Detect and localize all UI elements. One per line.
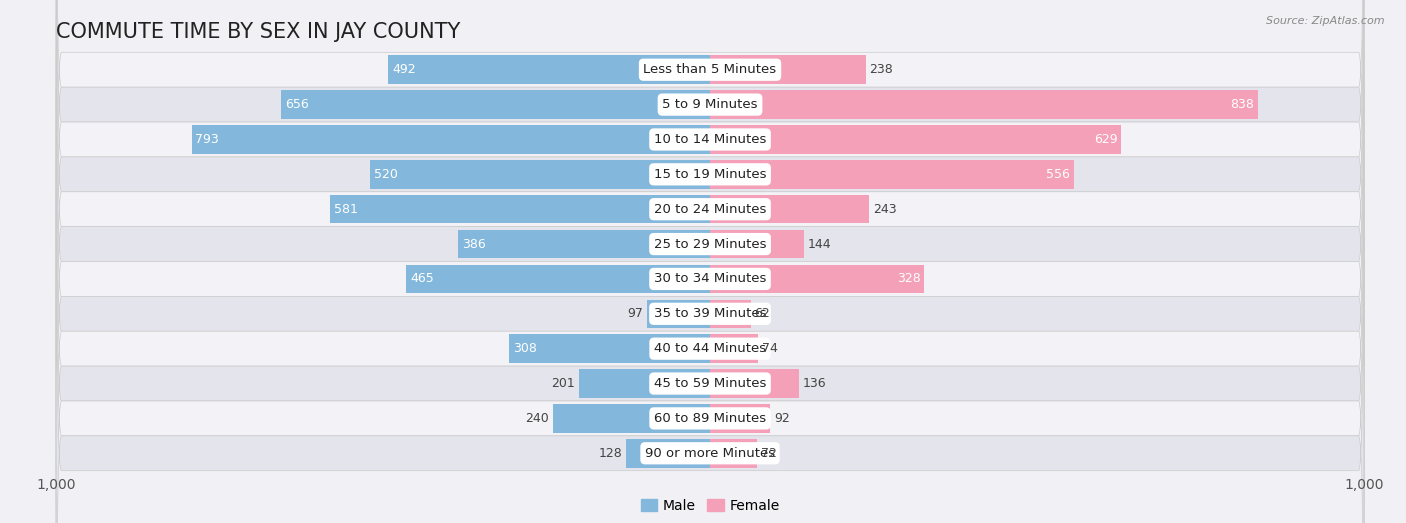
Text: 128: 128 bbox=[599, 447, 623, 460]
Text: 520: 520 bbox=[374, 168, 398, 181]
Bar bbox=[710, 90, 1258, 119]
Bar bbox=[370, 160, 710, 189]
Text: 838: 838 bbox=[1230, 98, 1254, 111]
Bar bbox=[406, 265, 710, 293]
Text: 5 to 9 Minutes: 5 to 9 Minutes bbox=[662, 98, 758, 111]
Text: 40 to 44 Minutes: 40 to 44 Minutes bbox=[654, 342, 766, 355]
Text: 243: 243 bbox=[873, 203, 897, 215]
Text: 90 or more Minutes: 90 or more Minutes bbox=[645, 447, 775, 460]
Bar bbox=[647, 300, 710, 328]
Text: 629: 629 bbox=[1094, 133, 1118, 146]
Bar bbox=[710, 369, 799, 398]
Text: 15 to 19 Minutes: 15 to 19 Minutes bbox=[654, 168, 766, 181]
Text: 240: 240 bbox=[526, 412, 550, 425]
Text: 92: 92 bbox=[775, 412, 790, 425]
Text: 25 to 29 Minutes: 25 to 29 Minutes bbox=[654, 237, 766, 251]
Bar bbox=[579, 369, 710, 398]
Bar bbox=[330, 195, 710, 223]
FancyBboxPatch shape bbox=[56, 122, 1364, 523]
Text: 238: 238 bbox=[869, 63, 893, 76]
FancyBboxPatch shape bbox=[56, 0, 1364, 471]
FancyBboxPatch shape bbox=[56, 0, 1364, 436]
Text: 386: 386 bbox=[461, 237, 485, 251]
Bar bbox=[509, 334, 710, 363]
Text: 20 to 24 Minutes: 20 to 24 Minutes bbox=[654, 203, 766, 215]
Text: 97: 97 bbox=[627, 308, 643, 320]
Bar bbox=[710, 230, 804, 258]
Text: 492: 492 bbox=[392, 63, 416, 76]
FancyBboxPatch shape bbox=[56, 0, 1364, 506]
Text: 465: 465 bbox=[411, 272, 433, 286]
Text: 581: 581 bbox=[335, 203, 359, 215]
Text: 201: 201 bbox=[551, 377, 575, 390]
Text: COMMUTE TIME BY SEX IN JAY COUNTY: COMMUTE TIME BY SEX IN JAY COUNTY bbox=[56, 22, 461, 42]
Text: 556: 556 bbox=[1046, 168, 1070, 181]
Text: 10 to 14 Minutes: 10 to 14 Minutes bbox=[654, 133, 766, 146]
Bar bbox=[710, 334, 758, 363]
Bar bbox=[710, 265, 925, 293]
Text: 62: 62 bbox=[755, 308, 770, 320]
Bar bbox=[388, 55, 710, 84]
Text: 308: 308 bbox=[513, 342, 537, 355]
Text: 136: 136 bbox=[803, 377, 827, 390]
Legend: Male, Female: Male, Female bbox=[636, 493, 785, 518]
Bar bbox=[710, 125, 1121, 154]
Text: 328: 328 bbox=[897, 272, 921, 286]
Bar bbox=[553, 404, 710, 433]
Bar bbox=[710, 195, 869, 223]
FancyBboxPatch shape bbox=[56, 0, 1364, 401]
Bar bbox=[458, 230, 710, 258]
FancyBboxPatch shape bbox=[56, 0, 1364, 331]
Text: 45 to 59 Minutes: 45 to 59 Minutes bbox=[654, 377, 766, 390]
Bar bbox=[710, 404, 770, 433]
Text: Less than 5 Minutes: Less than 5 Minutes bbox=[644, 63, 776, 76]
Text: 60 to 89 Minutes: 60 to 89 Minutes bbox=[654, 412, 766, 425]
Text: 793: 793 bbox=[195, 133, 219, 146]
FancyBboxPatch shape bbox=[56, 52, 1364, 523]
Text: 72: 72 bbox=[761, 447, 778, 460]
Bar bbox=[710, 300, 751, 328]
Bar bbox=[191, 125, 710, 154]
Bar bbox=[710, 55, 866, 84]
Bar bbox=[281, 90, 710, 119]
Bar bbox=[626, 439, 710, 468]
FancyBboxPatch shape bbox=[56, 0, 1364, 366]
Text: 74: 74 bbox=[762, 342, 778, 355]
FancyBboxPatch shape bbox=[56, 87, 1364, 523]
Bar bbox=[710, 160, 1074, 189]
FancyBboxPatch shape bbox=[56, 192, 1364, 523]
FancyBboxPatch shape bbox=[56, 17, 1364, 523]
FancyBboxPatch shape bbox=[56, 157, 1364, 523]
Bar bbox=[710, 439, 756, 468]
Text: Source: ZipAtlas.com: Source: ZipAtlas.com bbox=[1267, 16, 1385, 26]
Text: 656: 656 bbox=[285, 98, 309, 111]
Text: 35 to 39 Minutes: 35 to 39 Minutes bbox=[654, 308, 766, 320]
Text: 30 to 34 Minutes: 30 to 34 Minutes bbox=[654, 272, 766, 286]
Text: 144: 144 bbox=[808, 237, 832, 251]
